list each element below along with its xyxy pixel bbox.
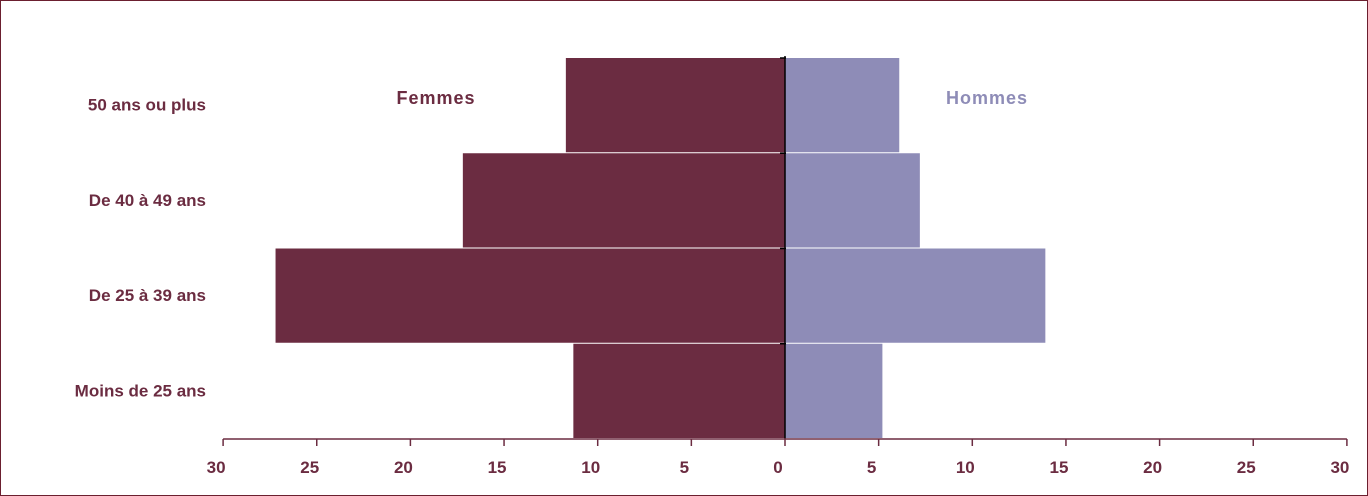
x-tick-label-7: 5 bbox=[867, 458, 876, 477]
bar-hommes-1 bbox=[785, 153, 920, 248]
bar-femmes-0 bbox=[565, 58, 785, 153]
x-tick-label-10: 20 bbox=[1143, 458, 1162, 477]
x-tick-label-2: 20 bbox=[394, 458, 413, 477]
category-labels-layer: 50 ans ou plus De 40 à 49 ans De 25 à 39 a… bbox=[75, 96, 206, 401]
x-tick-label-4: 10 bbox=[581, 458, 600, 477]
x-tick-label-9: 15 bbox=[1049, 458, 1068, 477]
x-tick-label-1: 25 bbox=[300, 458, 319, 477]
bar-femmes-1 bbox=[462, 153, 785, 248]
bar-hommes-0 bbox=[785, 58, 900, 153]
category-label-1: De 40 à 49 ans bbox=[89, 191, 206, 210]
category-label-2: De 25 à 39 ans bbox=[89, 286, 206, 305]
x-ticks-layer: 30 25 20 15 10 5 0 5 10 15 20 25 30 bbox=[207, 439, 1349, 477]
x-tick-label-0: 30 bbox=[207, 458, 226, 477]
category-label-0: 50 ans ou plus bbox=[88, 96, 206, 115]
bar-hommes-3 bbox=[785, 343, 883, 438]
bar-femmes-3 bbox=[573, 343, 785, 438]
x-tick-label-8: 10 bbox=[956, 458, 975, 477]
x-tick-label-5: 5 bbox=[680, 458, 689, 477]
x-tick-label-12: 30 bbox=[1330, 458, 1349, 477]
x-tick-label-3: 15 bbox=[488, 458, 507, 477]
legend-label-hommes: Hommes bbox=[946, 88, 1028, 108]
x-tick-label-11: 25 bbox=[1237, 458, 1256, 477]
bar-hommes-2 bbox=[785, 248, 1046, 343]
legend-label-femmes: Femmes bbox=[396, 88, 475, 108]
bars-layer bbox=[275, 57, 1046, 438]
bar-femmes-2 bbox=[275, 248, 785, 343]
category-label-3: Moins de 25 ans bbox=[75, 381, 206, 400]
x-tick-label-6: 0 bbox=[773, 458, 782, 477]
